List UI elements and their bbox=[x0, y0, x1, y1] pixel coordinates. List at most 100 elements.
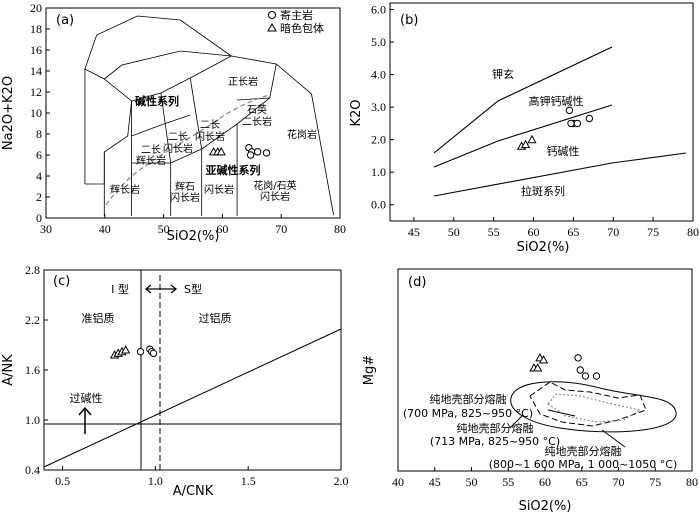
label-syenite: 正长岩 bbox=[228, 75, 258, 88]
field-syenite-base bbox=[131, 55, 232, 102]
panel-a-xlabel: SiO2(%) bbox=[167, 229, 220, 244]
xtick-label: 45 bbox=[429, 475, 441, 489]
field-monzodiorite-top bbox=[131, 114, 191, 137]
line-equal bbox=[43, 328, 342, 468]
panel-a: (a) 30 40 50 60 70 80 0 2 4 6 8 10 12 14 16 18 20 SiO2(… bbox=[1, 1, 346, 244]
xtick-label: 70 bbox=[613, 475, 625, 489]
panel-d: (d) 40 45 50 55 60 65 70 75 80 SiO2(%) Mg# 纯地壳部分… bbox=[362, 268, 698, 514]
xtick-label: 40 bbox=[99, 222, 111, 236]
panel-c-xlabel: A/CNK bbox=[173, 484, 214, 499]
label-granodiorite-1: 花岗/石英 bbox=[253, 179, 296, 192]
xtick-label: 55 bbox=[502, 475, 514, 489]
xtick-label: 30 bbox=[40, 222, 52, 236]
ytick-label: 12 bbox=[30, 85, 42, 99]
xtick-label: 50 bbox=[466, 475, 478, 489]
panel-c-frame bbox=[43, 269, 342, 471]
xtick-label: 45 bbox=[408, 225, 420, 239]
panel-b-xticks: 45 50 55 60 65 70 75 80 bbox=[408, 217, 699, 239]
ytick-label: 18 bbox=[30, 22, 42, 36]
xtick-label: 2.0 bbox=[334, 474, 349, 488]
ytick-label: 5.0 bbox=[371, 35, 386, 49]
xtick-label: 75 bbox=[647, 225, 659, 239]
ytick-label: 6.0 bbox=[371, 3, 386, 17]
field-monzonite-right bbox=[189, 77, 203, 150]
host-rock-point bbox=[149, 349, 158, 358]
xtick-label: 70 bbox=[607, 225, 619, 239]
mme-point bbox=[121, 345, 131, 354]
label-monzogabbro-2: 辉长岩 bbox=[136, 154, 166, 167]
host-rock-point bbox=[565, 106, 574, 115]
legend-mme: 暗色包体 bbox=[280, 21, 324, 35]
label-shoshonite: 钾玄 bbox=[492, 67, 514, 81]
host-rock-point bbox=[262, 149, 271, 157]
field-outline-top bbox=[84, 15, 232, 70]
panel-a-points bbox=[208, 143, 271, 159]
ytick-label: 8 bbox=[36, 127, 42, 141]
label-gabbro: 辉长岩 bbox=[110, 183, 140, 196]
ytick-label: 1.0 bbox=[25, 413, 40, 427]
xtick-label: 80 bbox=[686, 475, 698, 489]
xtick-label: 80 bbox=[334, 222, 346, 236]
panel-d-label: (d) bbox=[408, 275, 426, 290]
panel-c-yticks: 0.4 1.0 1.6 2.2 2.8 bbox=[25, 263, 48, 477]
panel-d-points bbox=[529, 353, 601, 380]
legend-triangle-marker bbox=[267, 22, 277, 32]
label-granodiorite-2: 闪长岩 bbox=[260, 190, 290, 203]
ytick-label: 16 bbox=[30, 43, 42, 57]
panel-c: (c) 0.5 1.0 1.5 2.0 0.4 1.0 1.6 2.2 2.8 A/CNK A… bbox=[1, 263, 349, 499]
xtick-label: 60 bbox=[539, 475, 551, 489]
ytick-label: 1.6 bbox=[25, 363, 40, 377]
ytick-label: 1.0 bbox=[371, 165, 386, 179]
panel-b-ylabel: K2O bbox=[349, 99, 364, 126]
label-crust-700-1: 纯地壳部分熔融 bbox=[430, 392, 507, 406]
xtick-label: 65 bbox=[576, 475, 588, 489]
xtick-label: 75 bbox=[649, 475, 661, 489]
field-crust-713 bbox=[547, 393, 642, 423]
host-rock-point bbox=[585, 114, 594, 123]
label-subalkaline: 亚碱性系列 bbox=[206, 163, 261, 177]
panel-c-xticks: 0.5 1.0 1.5 2.0 bbox=[55, 466, 349, 488]
alkaline-subalkaline-boundary bbox=[105, 94, 270, 206]
ytick-label: 2.8 bbox=[25, 263, 40, 277]
panel-a-xticks: 30 40 50 60 70 80 bbox=[40, 214, 346, 236]
xtick-label: 50 bbox=[158, 222, 170, 236]
ytick-label: 6 bbox=[36, 148, 42, 162]
host-rock-point bbox=[573, 119, 582, 128]
host-rock-point bbox=[136, 347, 145, 356]
mme-point bbox=[533, 363, 543, 372]
host-rock-point bbox=[253, 148, 262, 156]
label-quartz-syenite-1: 石英 bbox=[247, 103, 267, 116]
ytick-label: 4 bbox=[36, 169, 42, 183]
panel-d-ylabel: Mg# bbox=[362, 355, 377, 385]
leader-crust-800 bbox=[601, 429, 626, 448]
xtick-label: 60 bbox=[528, 225, 540, 239]
label-quartz-syenite-2: 二长岩 bbox=[242, 115, 272, 128]
mme-point bbox=[520, 139, 531, 149]
ytick-label: 2 bbox=[36, 190, 42, 204]
panel-b-label: (b) bbox=[400, 13, 418, 28]
panel-b-points bbox=[516, 106, 594, 150]
label-diorite: 闪长岩 bbox=[204, 183, 234, 196]
label-peralkaline: 过碱性 bbox=[70, 391, 103, 405]
host-rock-point bbox=[581, 372, 590, 380]
panel-a-yticks: 0 2 4 6 8 10 12 14 16 18 20 bbox=[30, 1, 50, 225]
label-stype: S型 bbox=[184, 282, 202, 296]
panel-a-fields bbox=[84, 15, 334, 216]
ytick-label: 20 bbox=[30, 1, 42, 15]
label-high-k: 高钾钙碱性 bbox=[529, 94, 584, 108]
xtick-label: 65 bbox=[567, 225, 579, 239]
label-monzonite-1: 二长 bbox=[200, 119, 220, 131]
panel-b-yticks: 0.0 1.0 2.0 3.0 4.0 5.0 6.0 bbox=[371, 3, 394, 212]
panel-c-label: (c) bbox=[53, 274, 70, 289]
field-crust-700 bbox=[529, 381, 647, 427]
label-crust-713-1: 纯地壳部分熔融 bbox=[457, 421, 534, 435]
xtick-label: 1.0 bbox=[148, 474, 163, 488]
peralkaline-arrow bbox=[78, 406, 92, 434]
label-crust-700-2: (700 MPa, 825~950 °C) bbox=[403, 407, 533, 420]
label-tholeiite: 拉斑系列 bbox=[521, 184, 565, 198]
panel-b-frame bbox=[389, 2, 694, 222]
label-metaluminous: 准铝质 bbox=[82, 311, 115, 325]
ytick-label: 0 bbox=[36, 211, 42, 225]
field-crust-800 bbox=[510, 381, 677, 433]
